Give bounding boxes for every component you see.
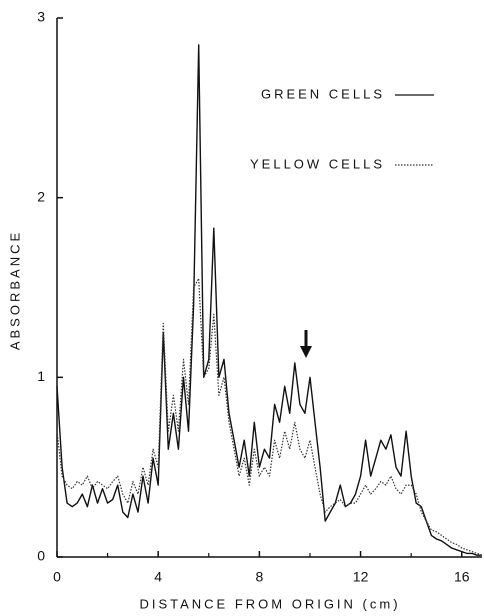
legend-label: YELLOW CELLS [250, 156, 385, 171]
y-tick-label: 1 [37, 368, 45, 384]
y-axis-label: ABSORBANCE [7, 230, 22, 350]
x-tick-label: 12 [353, 569, 369, 585]
series-line [56, 44, 482, 556]
x-tick-label: 16 [454, 569, 470, 585]
y-tick-label: 3 [37, 9, 45, 25]
x-tick-label: 0 [53, 569, 61, 585]
arrow-head [300, 346, 312, 358]
y-tick-label: 2 [37, 188, 45, 204]
series-line [56, 277, 483, 556]
x-axis-label: DISTANCE FROM ORIGIN (cm) [139, 596, 400, 611]
y-tick-label: 0 [37, 548, 45, 564]
x-tick-label: 8 [255, 569, 263, 585]
x-tick-label: 4 [154, 569, 162, 585]
legend-label: GREEN CELLS [261, 86, 385, 101]
